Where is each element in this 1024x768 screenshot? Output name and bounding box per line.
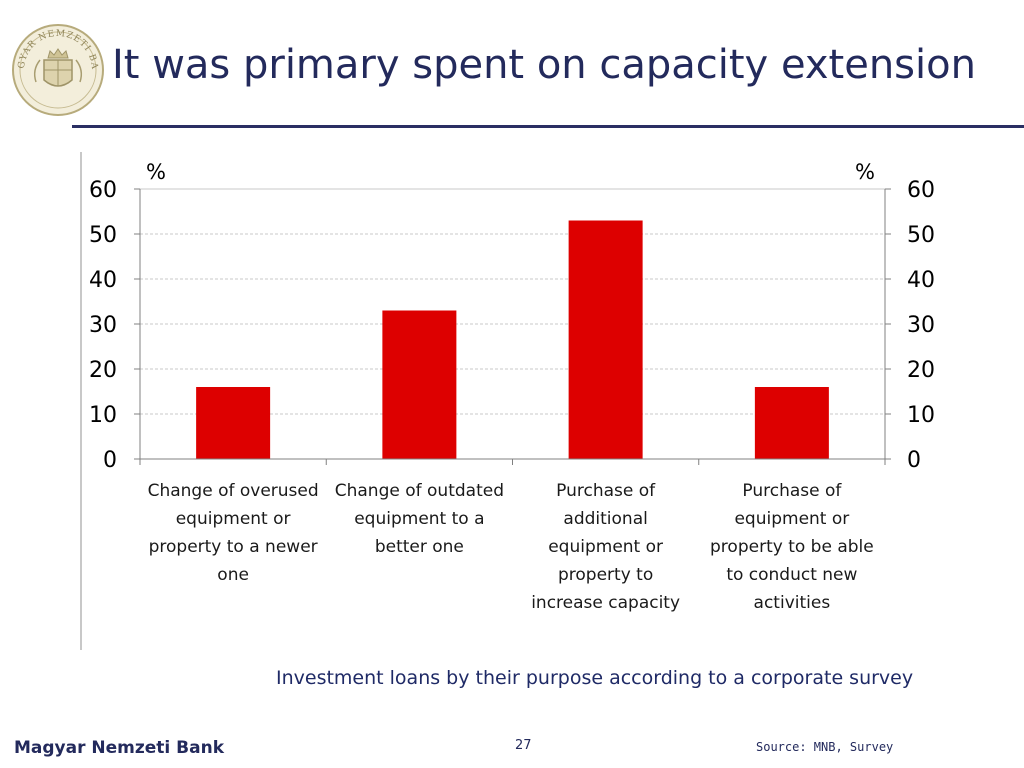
y-tick-label-left: 30 [89, 313, 117, 338]
y-tick-label-left: 60 [89, 178, 117, 203]
y-tick-label-right: 40 [907, 268, 935, 293]
x-category-label-line: to conduct new [726, 565, 857, 585]
x-category-label-line: better one [375, 537, 464, 557]
y-tick-label-left: 50 [89, 223, 117, 248]
left-axis-unit-label: % [146, 160, 166, 184]
page-number: 27 [515, 738, 532, 753]
y-tick-label-right: 0 [907, 448, 921, 473]
y-tick-label-right: 10 [907, 403, 935, 428]
bar [568, 220, 643, 459]
x-category-label-line: activities [754, 593, 831, 613]
x-category-label: Change of overused equipment or property t… [148, 481, 319, 585]
bar-chart: 0 0 10 10 20 20 30 30 40 40 50 50 60 60 % % Change of… [80, 152, 935, 650]
y-tick-label-right: 60 [907, 178, 935, 203]
x-category-label-line: property to be able [710, 537, 874, 557]
x-category-label-line: one [217, 565, 249, 585]
right-axis-unit-label: % [855, 160, 875, 184]
slide-title: It was primary spent on capacity extensi… [112, 42, 976, 88]
y-tick-label-left: 10 [89, 403, 117, 428]
x-category-label-line: equipment or [548, 537, 663, 557]
bar [382, 310, 457, 459]
bar [754, 387, 829, 459]
y-tick-label-right: 30 [907, 313, 935, 338]
y-tick-label-left: 0 [103, 448, 117, 473]
x-category-label-line: Change of overused [148, 481, 319, 501]
x-category-label-line: equipment to a [354, 509, 484, 529]
title-divider [72, 125, 1024, 128]
central-bank-seal-icon [33, 48, 83, 87]
y-tick-label-right: 20 [907, 358, 935, 383]
y-tick-label-right: 50 [907, 223, 935, 248]
x-category-label-line: equipment or [176, 509, 291, 529]
x-category-label: Purchase of equipment or property to be ab… [710, 481, 874, 613]
chart-caption: Investment loans by their purpose accord… [276, 667, 914, 689]
x-category-label-line: property to [558, 565, 653, 585]
x-category-label-line: additional [563, 509, 647, 529]
x-category-label: Change of outdated equipment to a better o… [335, 481, 504, 557]
x-category-label-line: Purchase of [556, 481, 656, 501]
x-category-label-line: equipment or [734, 509, 849, 529]
x-category-label: Purchase of additional equipment or propert… [531, 481, 680, 613]
bar [196, 387, 271, 459]
y-tick-label-left: 20 [89, 358, 117, 383]
bank-logo: MAGYAR NEMZETI BANK [10, 22, 104, 116]
x-category-label-line: increase capacity [531, 593, 680, 613]
x-category-label-line: property to a newer [149, 537, 318, 557]
footer-bank-name: Magyar Nemzeti Bank [14, 738, 225, 758]
x-category-label-line: Change of outdated [335, 481, 504, 501]
source-note: Source: MNB, Survey [756, 740, 894, 754]
y-tick-label-left: 40 [89, 268, 117, 293]
x-category-label-line: Purchase of [742, 481, 842, 501]
